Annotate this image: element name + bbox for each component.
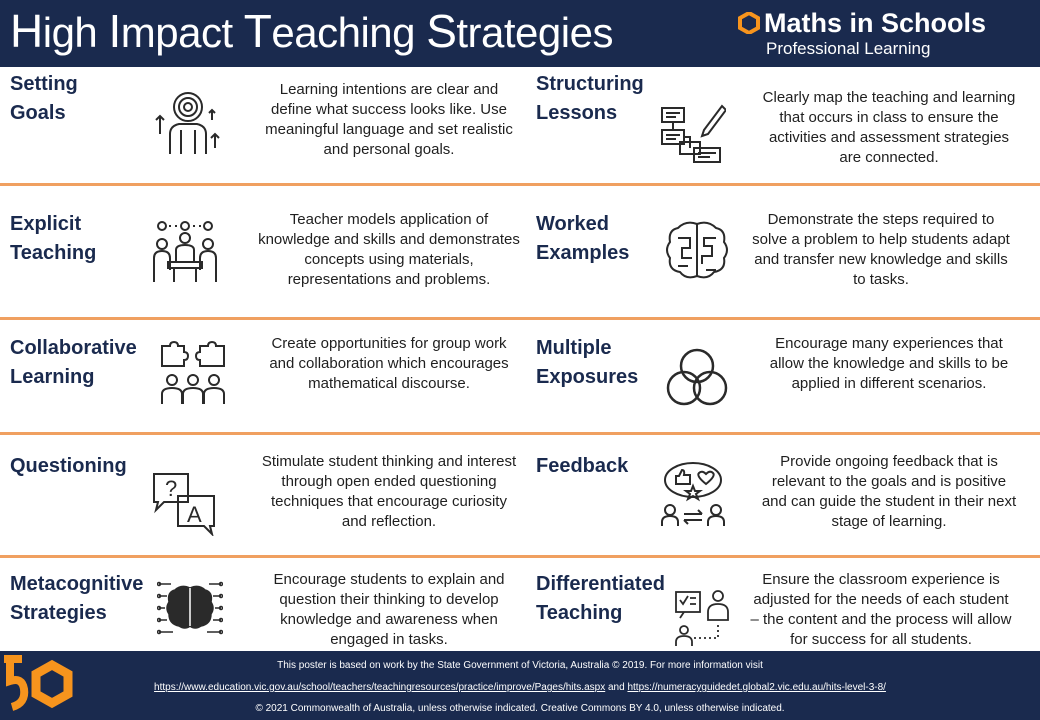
- footer-credit: This poster is based on work by the Stat…: [277, 660, 763, 671]
- venn-circles-icon: [666, 348, 728, 406]
- svg-text:A: A: [187, 502, 202, 527]
- footer-copyright: © 2021 Commonwealth of Australia, unless…: [255, 703, 785, 714]
- title-line: Teaching: [536, 602, 623, 624]
- title-line: Explicit: [10, 213, 82, 235]
- title-line: Feedback: [536, 455, 629, 477]
- lesson-plan-icon: [661, 104, 726, 163]
- strategy-title: Structuring Lessons: [536, 70, 644, 128]
- title-line: Lessons: [536, 102, 618, 124]
- hexagon-logo-icon: [738, 12, 760, 34]
- question-answer-icon: ? A: [153, 473, 215, 536]
- title-line: Exposures: [536, 366, 639, 388]
- strategy-description: Demonstrate the steps required to solve …: [752, 211, 1010, 288]
- title-word: trategies: [456, 9, 613, 56]
- title-line: Metacognitive: [10, 573, 144, 595]
- title-line: Setting: [10, 73, 78, 95]
- title-cap: H: [10, 5, 43, 57]
- title-line: Differentiated: [536, 573, 665, 595]
- strategy-title: Setting Goals: [10, 70, 78, 128]
- title-word: eaching: [271, 9, 427, 56]
- title-line: Questioning: [10, 455, 127, 477]
- strategy-description: Stimulate student thinking and interest …: [261, 453, 517, 530]
- strategy-title: Metacognitive Strategies: [10, 570, 143, 628]
- strategy-description: Ensure the classroom experience is adjus…: [750, 571, 1012, 648]
- title-word: igh: [42, 9, 109, 56]
- hits-link[interactable]: https://www.education.vic.gov.au/school/…: [154, 682, 606, 693]
- fifty-logo-icon: [4, 655, 73, 711]
- footer-and: and: [605, 682, 628, 693]
- title-line: Examples: [536, 242, 630, 264]
- title-cap: T: [243, 5, 272, 57]
- strategy-description: Encourage students to explain and questi…: [273, 571, 505, 648]
- brain-maze-icon: [666, 221, 728, 279]
- strategy-title: Multiple Exposures: [536, 334, 638, 392]
- puzzle-team-icon: [161, 340, 225, 404]
- footer: This poster is based on work by the Stat…: [0, 651, 1040, 720]
- brand-subtitle: Professional Learning: [766, 39, 931, 58]
- strategy-description: Clearly map the teaching and learning th…: [762, 89, 1016, 166]
- strategy-description: Learning intentions are clear and define…: [265, 81, 513, 158]
- title-line: Collaborative: [10, 337, 137, 359]
- title-line: Teaching: [10, 242, 97, 264]
- row-divider: [0, 555, 1040, 558]
- title-line: Multiple: [536, 337, 612, 359]
- meeting-table-icon: [153, 221, 217, 282]
- svg-text:?: ?: [165, 476, 177, 501]
- numeracy-guide-link[interactable]: https://numeracyguidedet.global2.vic.edu…: [627, 682, 886, 693]
- strategy-title: Worked Examples: [536, 210, 629, 268]
- row-divider: [0, 183, 1040, 186]
- strategy-description: Teacher models application of knowledge …: [258, 211, 520, 288]
- row-divider: [0, 317, 1040, 320]
- title-cap: I: [108, 5, 121, 57]
- row-divider: [0, 432, 1040, 435]
- strategy-description: Provide ongoing feedback that is relevan…: [761, 453, 1017, 530]
- strategy-title: Questioning: [10, 452, 127, 481]
- title-word: mpact: [120, 9, 244, 56]
- strategy-description: Encourage many experiences that allow th…: [769, 335, 1009, 392]
- target-person-icon: [155, 92, 220, 154]
- footer-links: https://www.education.vic.gov.au/school/…: [0, 682, 1040, 693]
- strategy-title: Feedback: [536, 452, 628, 481]
- title-cap: S: [426, 5, 457, 57]
- strategy-title: Explicit Teaching: [10, 210, 96, 268]
- title-line: Worked: [536, 213, 609, 235]
- title-line: Structuring: [536, 73, 644, 95]
- strategy-description: Create opportunities for group work and …: [269, 335, 509, 392]
- page-title: High Impact Teaching Strategies: [10, 4, 613, 58]
- brand-name: Maths in Schools: [764, 8, 987, 38]
- brain-circuit-icon: [157, 581, 223, 635]
- strategy-title: Collaborative Learning: [10, 334, 137, 392]
- title-line: Learning: [10, 366, 95, 388]
- teacher-students-icon: [675, 590, 729, 646]
- feedback-people-icon: [661, 462, 725, 526]
- header-banner: High Impact Teaching Strategies Maths in…: [0, 0, 1040, 67]
- strategy-title: Differentiated Teaching: [536, 570, 665, 628]
- title-line: Strategies: [10, 602, 107, 624]
- title-line: Goals: [10, 102, 66, 124]
